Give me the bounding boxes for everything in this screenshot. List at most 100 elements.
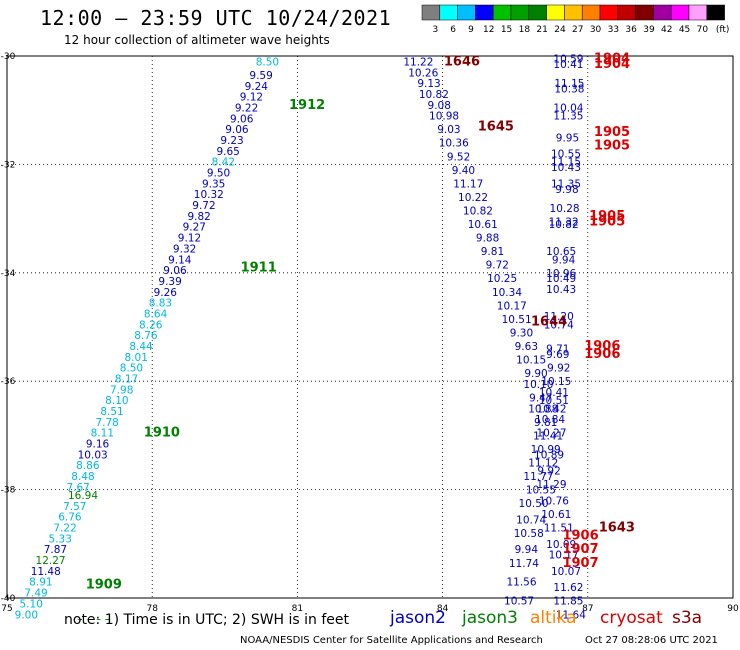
wave-height-label: 11.29 [536, 479, 566, 491]
pass-time-label: 1908 [76, 618, 112, 620]
wave-height-label: 9.92 [547, 363, 570, 375]
wave-height-label: 11.15 [554, 78, 584, 90]
wave-height-label: 11.15 [551, 157, 581, 169]
wave-height-label: 10.99 [531, 444, 561, 456]
wave-height-label: 11.62 [553, 582, 583, 594]
wave-height-label: 11.56 [506, 577, 536, 589]
wave-height-label: 7.57 [63, 501, 86, 513]
legend-label: 70 [697, 25, 709, 35]
wave-height-label: 10.32 [194, 189, 224, 201]
wave-height-label: 8.48 [71, 471, 94, 483]
wave-height-label: 8.17 [115, 373, 138, 385]
footer-timestamp: Oct 27 08:28:06 UTC 2021 [585, 635, 718, 646]
wave-height-label: 10.98 [429, 111, 459, 123]
wave-height-label: 10.07 [551, 566, 581, 578]
wave-height-label: 9.16 [86, 439, 110, 451]
wave-height-label: 5.33 [49, 533, 72, 545]
wave-height-label: 9.92 [537, 466, 560, 478]
wave-height-label: 10.61 [541, 509, 571, 521]
wave-height-label: 8.26 [139, 319, 163, 331]
lon-tick-label: 81 [292, 604, 303, 614]
wave-height-label: 10.10 [523, 379, 553, 391]
wave-height-label: 9.81 [534, 417, 557, 429]
wave-height-label: 7.78 [95, 417, 118, 429]
wave-height-label: 9.35 [202, 178, 225, 190]
wave-height-label: 9.82 [187, 211, 210, 223]
wave-height-label: 9.88 [476, 233, 499, 245]
wave-height-label: 10.25 [487, 273, 517, 285]
wave-height-label: 8.86 [76, 460, 100, 472]
pass-time-label: 1906 [562, 529, 598, 544]
wave-height-label: 11.51 [544, 523, 574, 535]
lat-tick-label: -32 [1, 160, 16, 170]
wave-height-label: 10.49 [546, 273, 576, 285]
pass-time-label: 1645 [478, 119, 514, 134]
wave-height-label: 12.27 [36, 555, 66, 567]
lat-tick-label: -30 [1, 52, 16, 62]
wave-height-label: 10.74 [544, 319, 574, 331]
legend-label: 33 [608, 25, 619, 35]
pass-time-label: 1909 [86, 577, 122, 592]
wave-height-label: 9.32 [173, 243, 196, 255]
wave-height-label: 10.76 [539, 495, 569, 507]
wave-height-label: 9.47 [529, 392, 552, 404]
wave-height-label: 11.35 [551, 178, 581, 190]
color-legend: 3 6 9 12 15 18 21 24 27 30 33 36 39 42 45 70 (ft) [421, 4, 730, 35]
wave-height-label: 10.89 [534, 449, 564, 461]
wave-height-label: 9.50 [207, 168, 230, 180]
wave-height-label: 6.76 [58, 512, 82, 524]
wave-height-label: 9.40 [452, 165, 475, 177]
legend-label: 9 [468, 25, 474, 35]
legend-label: 39 [643, 25, 655, 35]
wave-height-label: 8.42 [212, 157, 235, 169]
wave-height-label: 8.64 [144, 308, 168, 320]
legend-label: 21 [536, 25, 547, 35]
wave-height-label: 16.94 [68, 490, 98, 502]
wave-height-label: 8.10 [105, 395, 128, 407]
pass-time-label: 1646 [444, 54, 480, 69]
wave-height-label: 10.03 [78, 449, 108, 461]
pass-time-label: 1904 [594, 57, 630, 72]
wave-height-label: 9.72 [486, 260, 509, 272]
wave-height-label: 10.22 [458, 192, 488, 204]
lon-tick-label: 87 [582, 604, 593, 614]
wave-height-label: 11.74 [509, 558, 539, 570]
wave-height-label: 10.88 [528, 403, 558, 415]
wave-height-label: 10.17 [549, 550, 579, 562]
pass-time-label: 1906 [584, 347, 620, 362]
wave-height-label: 10.96 [546, 268, 576, 280]
legend-units: (ft) [716, 25, 730, 35]
mission-s3a: s3a [672, 608, 703, 628]
legend-label: 42 [661, 25, 672, 35]
wave-height-label: 9.06 [163, 265, 187, 277]
wave-height-label: 10.65 [546, 246, 576, 258]
wave-height-label: 10.09 [546, 539, 576, 551]
wave-height-label: 10.41 [553, 59, 583, 71]
wave-height-label: 9.59 [249, 70, 272, 82]
wave-height-label: 9.52 [447, 151, 470, 163]
wave-height-label: 9.90 [524, 368, 547, 380]
wave-height-label: 10.50 [519, 498, 549, 510]
wave-height-label: 8.44 [129, 341, 153, 353]
pass-time-label: 1644 [531, 315, 567, 330]
wave-height-label: 9.23 [220, 135, 243, 147]
wave-height-label: 11.64 [556, 609, 586, 620]
wave-height-label: 9.24 [245, 81, 269, 93]
wave-height-label: 5.10 [20, 598, 43, 610]
wave-height-label: 10.59 [553, 54, 583, 66]
wave-height-label: 10.82 [419, 89, 449, 101]
pass-time-label: 1911 [241, 260, 277, 275]
wave-height-label: 11.32 [549, 216, 579, 228]
lon-tick-label: 75 [1, 604, 12, 614]
wave-height-label: 9.71 [546, 344, 569, 356]
pass-time-label: 1905 [589, 209, 625, 224]
wave-height-label: 9.94 [552, 254, 576, 266]
wave-height-label: 10.36 [439, 138, 469, 150]
wave-height-label: 10.61 [468, 219, 498, 231]
lon-tick-label: 84 [437, 604, 449, 614]
mission-jason3: jason3 [462, 608, 518, 628]
pass-time-label: 1907 [562, 556, 598, 571]
wave-height-label: 10.28 [550, 203, 580, 215]
wave-height-label: 9.03 [437, 124, 460, 136]
